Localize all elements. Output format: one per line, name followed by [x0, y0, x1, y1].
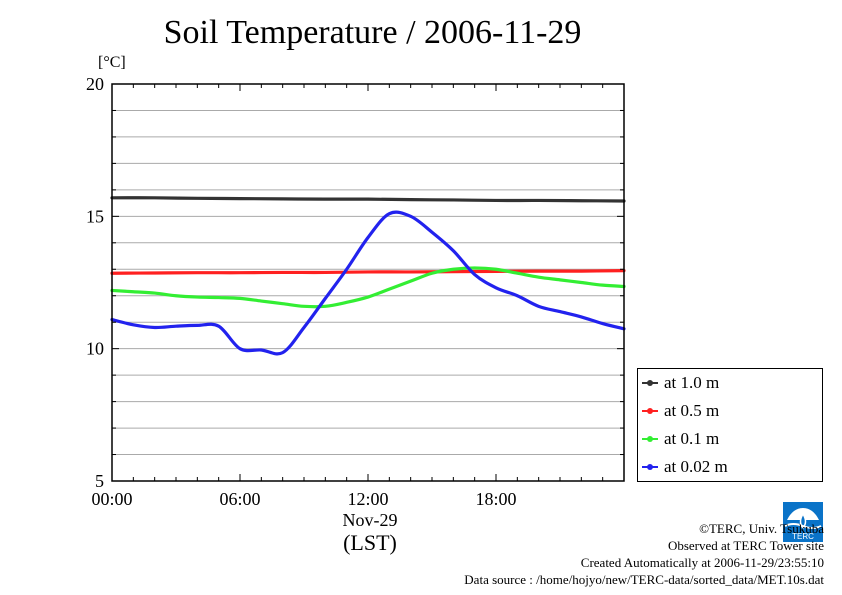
- x-date-label: Nov-29: [342, 510, 398, 530]
- series-lines: [110, 196, 626, 356]
- x-tick-label: 12:00: [347, 489, 388, 509]
- y-tick-label: 20: [86, 74, 104, 94]
- y-tick-label: 10: [86, 339, 104, 359]
- legend-item: at 0.02 m: [642, 457, 728, 477]
- y-tick-label: 15: [86, 206, 104, 226]
- series-line-1: [110, 268, 626, 275]
- observed-text: Observed at TERC Tower site: [667, 538, 824, 553]
- legend-item: at 0.5 m: [642, 401, 719, 421]
- copyright-text: ©TERC, Univ. Tsukuba: [699, 521, 824, 536]
- x-tick-label: 00:00: [91, 489, 132, 509]
- legend-label: at 1.0 m: [664, 373, 720, 392]
- legend-swatch: [642, 436, 658, 442]
- y-unit-label: [°C]: [98, 54, 126, 71]
- tick-labels: 00:00 06:00 12:00 18:00 5 10 15 20: [86, 74, 517, 509]
- series-line-3: [110, 210, 626, 356]
- legend-swatch: [642, 380, 658, 386]
- chart-title: Soil Temperature / 2006-11-29: [163, 14, 582, 51]
- y-tick-label: 5: [95, 471, 104, 491]
- legend-swatch: [642, 464, 658, 470]
- legend-swatch: [642, 408, 658, 414]
- created-text: Created Automatically at 2006-11-29/23:5…: [580, 555, 824, 570]
- plot-frame: [111, 83, 625, 482]
- legend: at 1.0 m at 0.5 m at 0.1 m at 0.02 m: [637, 368, 823, 482]
- series-line-0: [110, 196, 626, 203]
- legend-label: at 0.02 m: [664, 457, 728, 476]
- legend-label: at 0.1 m: [664, 429, 720, 448]
- x-tick-label: 18:00: [475, 489, 516, 509]
- svg-text:TERC: TERC: [792, 532, 814, 541]
- legend-item: at 0.1 m: [642, 429, 719, 449]
- grid-lines: [112, 83, 624, 482]
- x-tick-label: 06:00: [219, 489, 260, 509]
- legend-label: at 0.5 m: [664, 401, 720, 420]
- axis-ticks: [111, 83, 625, 482]
- credits-block: ©TERC, Univ. Tsukuba Observed at TERC To…: [464, 520, 824, 588]
- data-source-text: Data source : /home/hojyo/new/TERC-data/…: [464, 572, 824, 587]
- terc-logo-icon: TERC: [783, 502, 823, 542]
- x-axis-label: (LST): [343, 530, 397, 555]
- series-line-2: [110, 266, 626, 309]
- legend-item: at 1.0 m: [642, 373, 719, 393]
